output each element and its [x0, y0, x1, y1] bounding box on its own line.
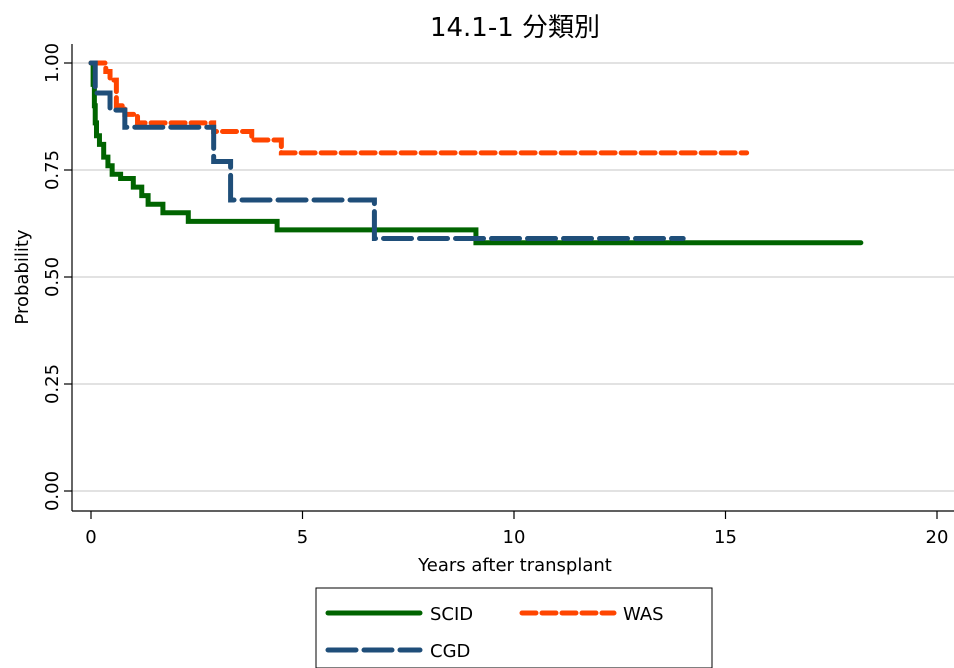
legend: SCID WAS CGD	[315, 587, 713, 668]
grid-lines	[72, 62, 954, 492]
legend-label-was: WAS	[623, 604, 664, 625]
series-line-cgd	[88, 60, 686, 241]
legend-label-scid: SCID	[430, 604, 473, 625]
x-axis: 0 5 10 15 20	[72, 510, 954, 548]
x-tick-label: 0	[85, 527, 96, 548]
series-line-was	[88, 60, 750, 156]
x-tick-label: 15	[714, 527, 737, 548]
legend-label-cgd: CGD	[430, 641, 470, 662]
y-axis: 0.00 0.25 0.50 0.75 1.00	[42, 43, 73, 511]
y-tick-label: 0.50	[42, 257, 63, 297]
series-line-scid	[88, 60, 864, 246]
y-tick-label: 0.00	[42, 471, 63, 511]
x-axis-label: Years after transplant	[417, 555, 612, 576]
series-group	[88, 60, 864, 246]
y-axis-label: Probability	[12, 229, 33, 324]
x-tick-label: 10	[503, 527, 526, 548]
x-tick-label: 20	[926, 527, 949, 548]
y-tick-label: 0.75	[42, 150, 63, 190]
y-tick-label: 0.25	[42, 364, 63, 404]
x-tick-label: 5	[297, 527, 308, 548]
y-tick-label: 1.00	[42, 43, 63, 83]
chart-title: 14.1-1 分類別	[430, 13, 600, 43]
legend-box	[315, 587, 713, 668]
